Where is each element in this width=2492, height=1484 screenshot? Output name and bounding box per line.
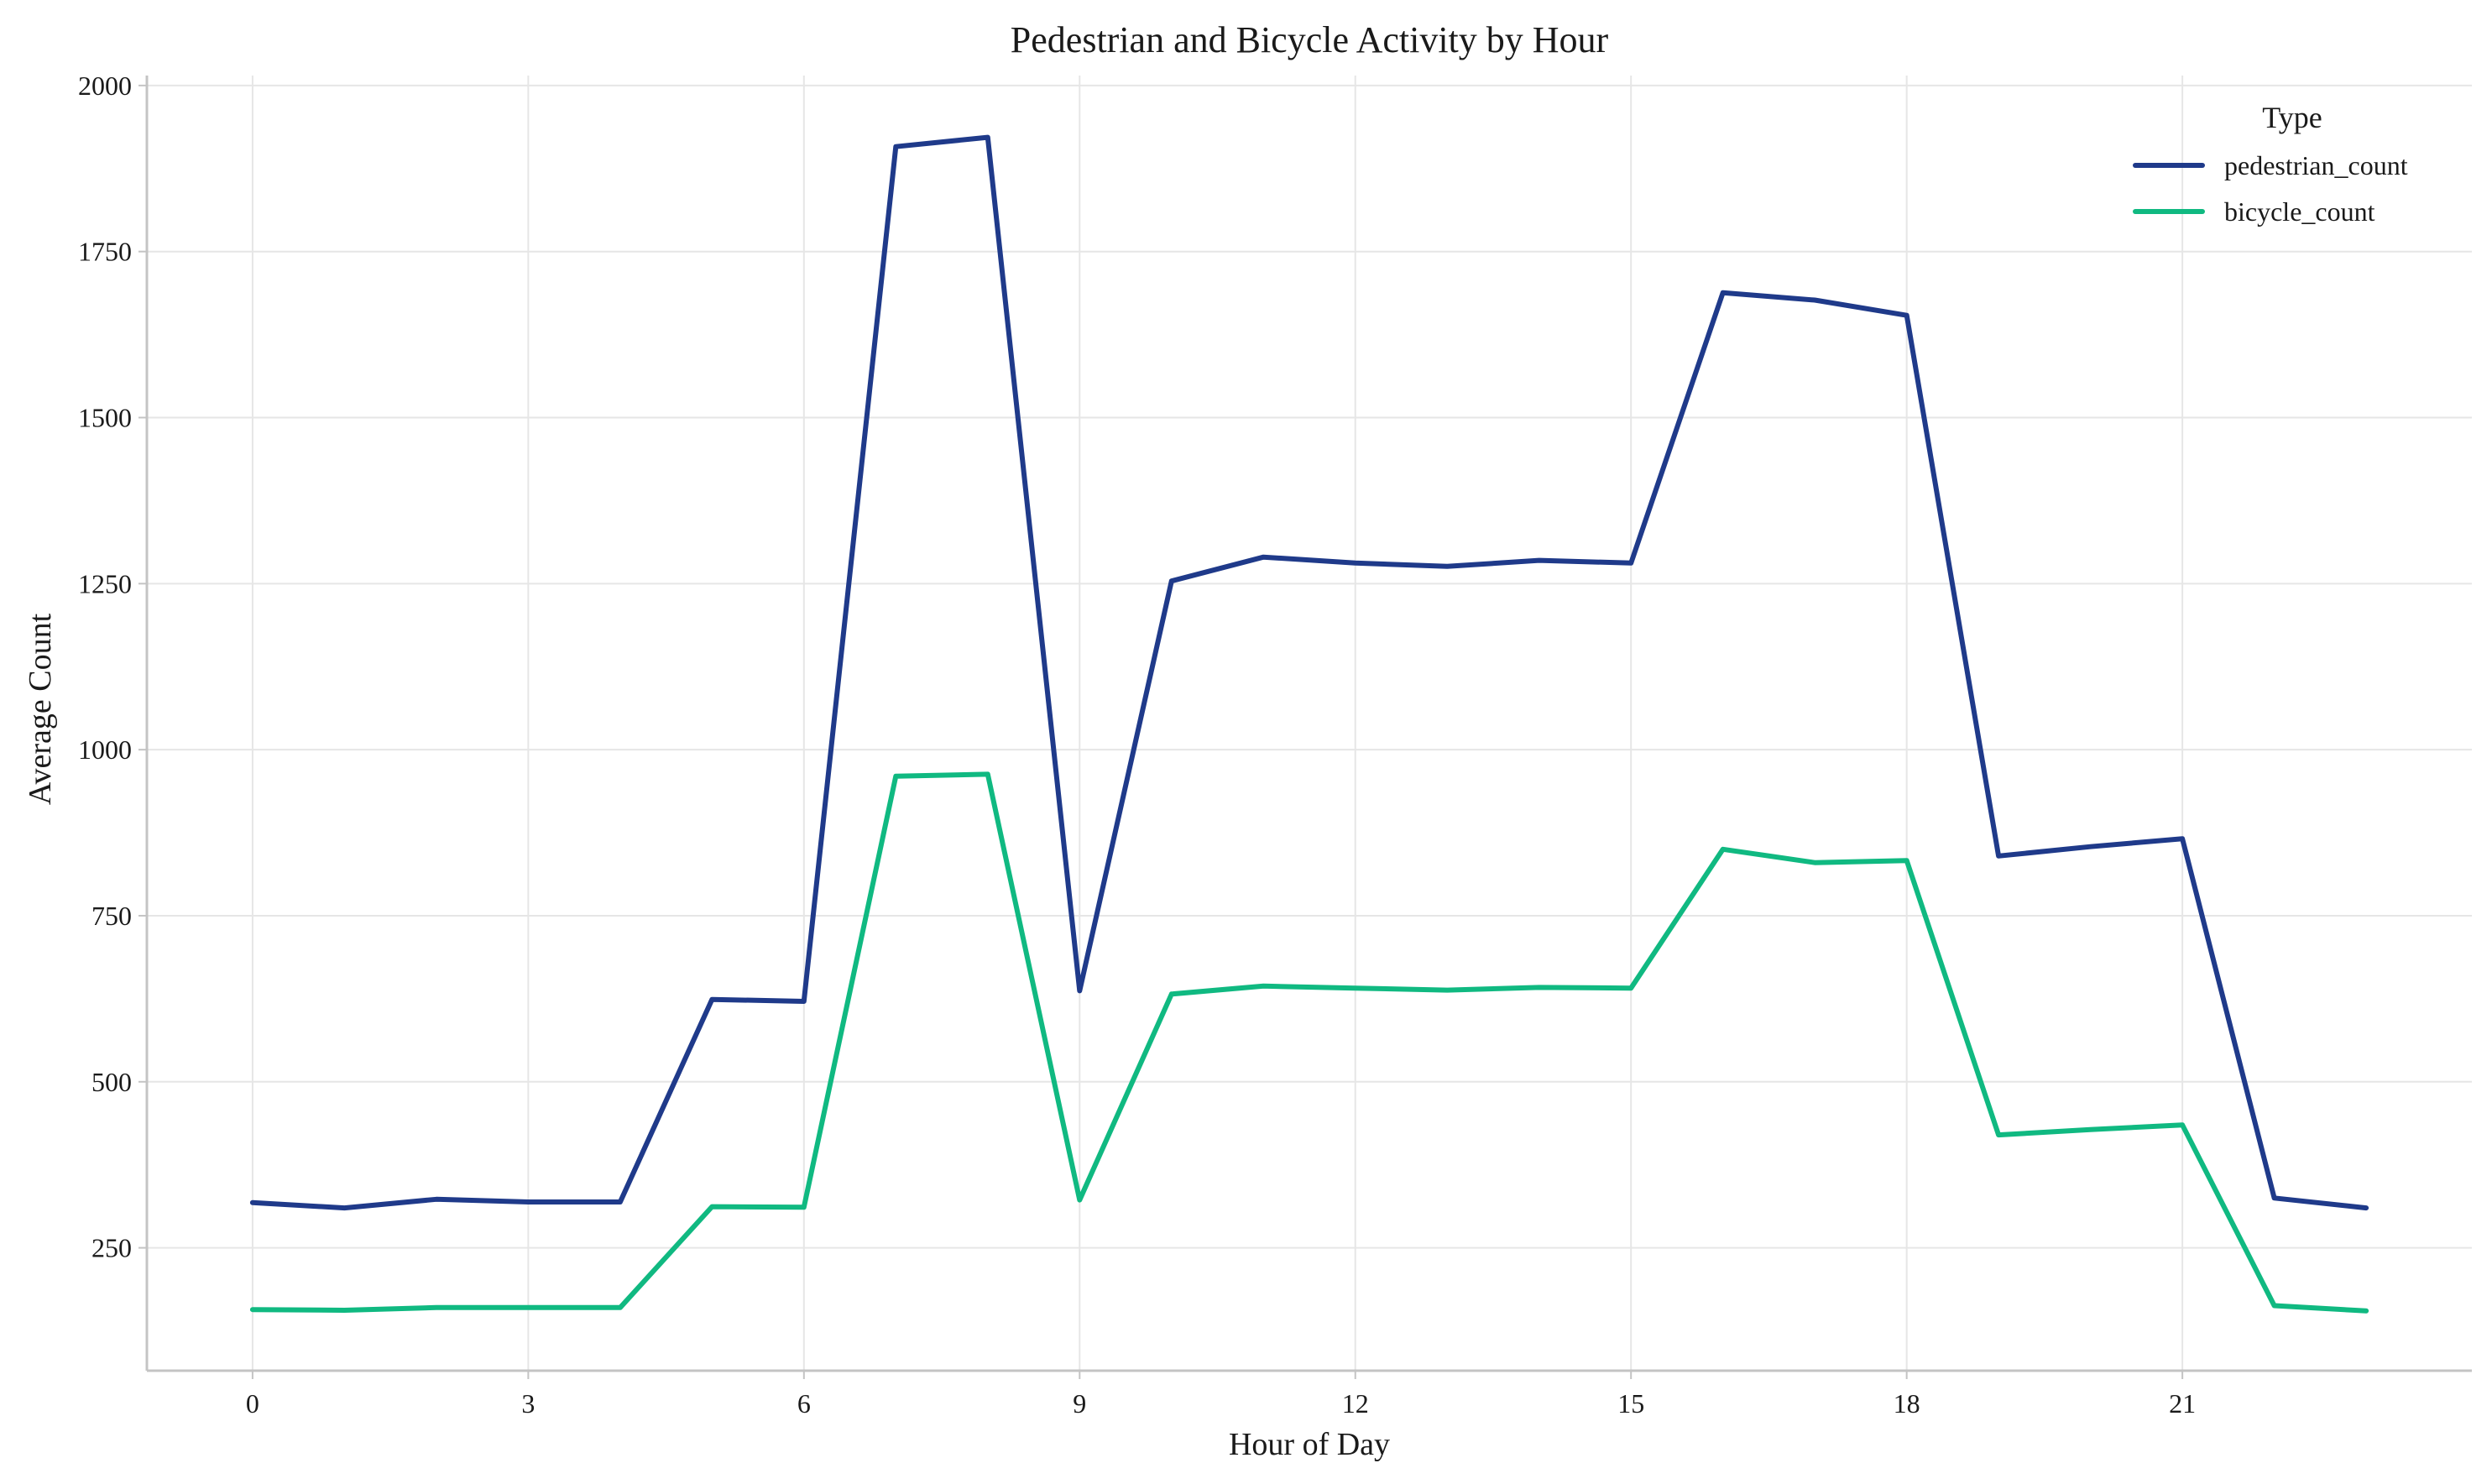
y-tick-label: 1500 — [78, 403, 132, 433]
series-line-pedestrian-count — [249, 134, 2369, 1211]
legend-label-bicycle-count: bicycle_count — [2224, 196, 2375, 227]
x-tick-label: 0 — [246, 1388, 259, 1419]
x-tick-label: 21 — [2169, 1388, 2196, 1419]
y-tick-label: 1000 — [78, 734, 132, 765]
y-tick-label: 1250 — [78, 568, 132, 598]
y-tick-label: 250 — [91, 1233, 132, 1263]
y-axis-label: Average Count — [23, 613, 58, 805]
x-tick-label: 3 — [521, 1388, 535, 1419]
legend-label-pedestrian-count: pedestrian_count — [2224, 150, 2408, 180]
axes: 0 3 6 9 12 15 18 21 250 500 750 1000 1250 1500 1750 200… — [78, 71, 2472, 1419]
series-line-bicycle-count — [249, 771, 2369, 1314]
legend-items: pedestrian_count bicycle_count — [2133, 150, 2408, 227]
x-tick-label: 15 — [1617, 1388, 1644, 1419]
y-tick-label: 500 — [91, 1067, 132, 1097]
grid — [147, 76, 2472, 1371]
legend-title: Type — [2262, 101, 2322, 134]
y-tick-label: 1750 — [78, 237, 132, 267]
y-tick-label: 750 — [91, 901, 132, 931]
x-tick-label: 6 — [797, 1388, 811, 1419]
x-tick-label: 9 — [1073, 1388, 1086, 1419]
chart-title: Pedestrian and Bicycle Activity by Hour — [1011, 19, 1609, 60]
series-lines — [249, 134, 2369, 1314]
y-tick-label: 2000 — [78, 71, 132, 101]
x-tick-label: 12 — [1342, 1388, 1369, 1419]
legend: Type pedestrian_count bicycle_count — [2133, 101, 2408, 227]
x-axis-label: Hour of Day — [1229, 1427, 1390, 1462]
x-tick-label: 18 — [1894, 1388, 1920, 1419]
